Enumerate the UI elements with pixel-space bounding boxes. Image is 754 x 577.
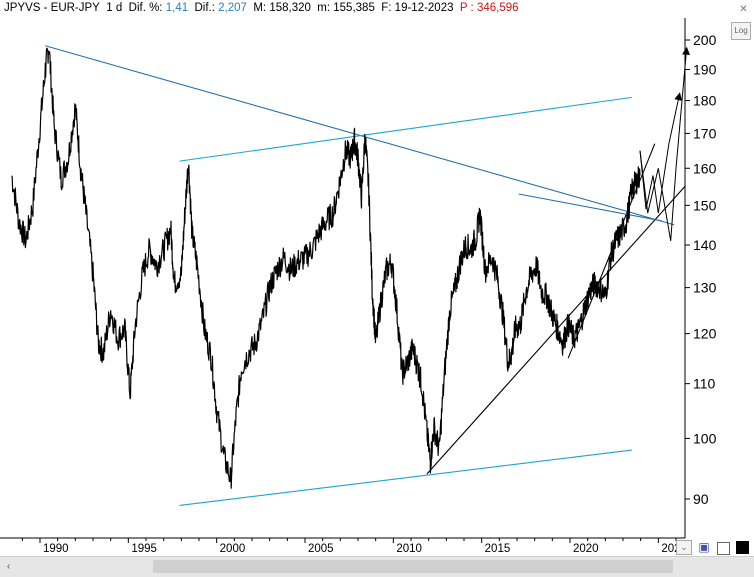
x-tick-label: 2015 <box>485 543 511 555</box>
y-tick-label: 150 <box>693 197 717 213</box>
symbol-label: JPYVS - EUR-JPY <box>4 2 100 14</box>
background-color-swatch[interactable] <box>717 542 730 555</box>
y-tick-label: 100 <box>693 430 717 446</box>
y-tick-label: 120 <box>693 326 717 342</box>
y-tick-label: 110 <box>693 376 716 392</box>
y-tick-label: 130 <box>693 280 717 296</box>
min-value: 155,385 <box>333 2 375 14</box>
max-value: 158,320 <box>269 2 311 14</box>
horizontal-scrollbar[interactable]: ‹ <box>0 556 754 577</box>
y-tick-label: 160 <box>693 160 717 176</box>
date-value: 19-12-2023 <box>394 2 454 14</box>
scrollbar-thumb[interactable] <box>153 560 673 573</box>
x-tick-label: 202 <box>661 543 680 555</box>
projection-arrow-1 <box>639 92 683 214</box>
dif-pct-label: Dif. %: <box>128 2 163 14</box>
scroll-left-arrow-icon[interactable]: ‹ <box>6 561 11 572</box>
date-label: F: <box>381 2 392 14</box>
y-tick-label: 170 <box>693 125 717 141</box>
close-icon[interactable]: ✕ <box>739 4 748 15</box>
x-tick-label: 2010 <box>396 543 422 555</box>
chart-header: JPYVS - EUR-JPY 1 d Dif. %: 1,41 Dif.: 2… <box>4 2 519 18</box>
price-chart: 90 100 110 120 130 140 150 160 170 180 190 200 1990 1… <box>0 18 717 555</box>
y-tick-label: 90 <box>693 491 709 507</box>
log-scale-button[interactable]: Log <box>731 22 751 40</box>
price-label: P : <box>459 2 474 14</box>
dif-pct-value: 1,41 <box>165 2 189 14</box>
dif-label: Dif.: <box>194 2 215 14</box>
floppy-disk-icon[interactable]: ▣ <box>698 540 710 554</box>
chevron-down-icon[interactable]: ⌄ <box>676 540 692 555</box>
trendline-short-channel <box>518 193 662 222</box>
price-series-line <box>11 47 641 489</box>
x-tick-label: 2000 <box>220 543 246 555</box>
max-label: M: <box>253 2 267 14</box>
y-tick-label: 140 <box>693 237 717 253</box>
y-tick-label: 190 <box>693 61 717 77</box>
y-tick-label: 180 <box>693 93 717 109</box>
interval-label: 1 d <box>106 2 123 14</box>
x-tick-label: 2005 <box>308 543 334 555</box>
projection-arrow-2 <box>639 46 691 241</box>
x-tick-label: 1990 <box>43 543 69 555</box>
log-button-label: Log <box>734 26 748 35</box>
y-tick-label: 200 <box>693 32 717 48</box>
trendline-channel-upper <box>179 96 632 162</box>
x-tick-label: 2020 <box>573 543 599 555</box>
dif-value: 2,207 <box>218 2 247 14</box>
min-label: m: <box>317 2 331 14</box>
trendline-channel-lower <box>179 449 632 506</box>
price-value: 346,596 <box>476 2 519 14</box>
x-tick-label: 1995 <box>131 543 157 555</box>
foreground-color-swatch[interactable] <box>736 541 749 554</box>
